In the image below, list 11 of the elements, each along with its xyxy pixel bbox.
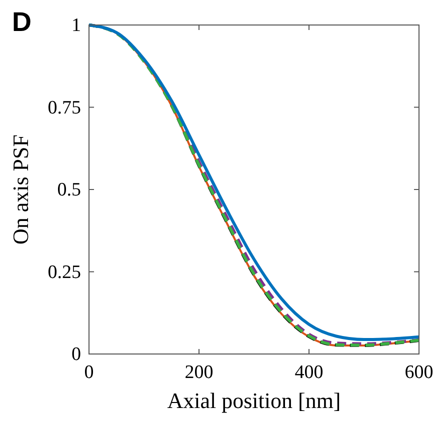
x-axis-title: Axial position [nm] [167,388,341,413]
text: D [12,7,32,37]
y-tick-label: 0.25 [48,262,81,283]
y-axis-title: On axis PSF [8,134,33,245]
y-tick-label: 1 [72,15,81,36]
y-tick-label: 0.75 [48,97,81,118]
x-tick-label: 600 [404,362,434,383]
y-tick-label: 0.5 [57,180,81,200]
y-tick-label: 0 [72,344,81,365]
x-tick-label: 400 [294,362,324,383]
x-tick-label: 200 [184,362,214,383]
